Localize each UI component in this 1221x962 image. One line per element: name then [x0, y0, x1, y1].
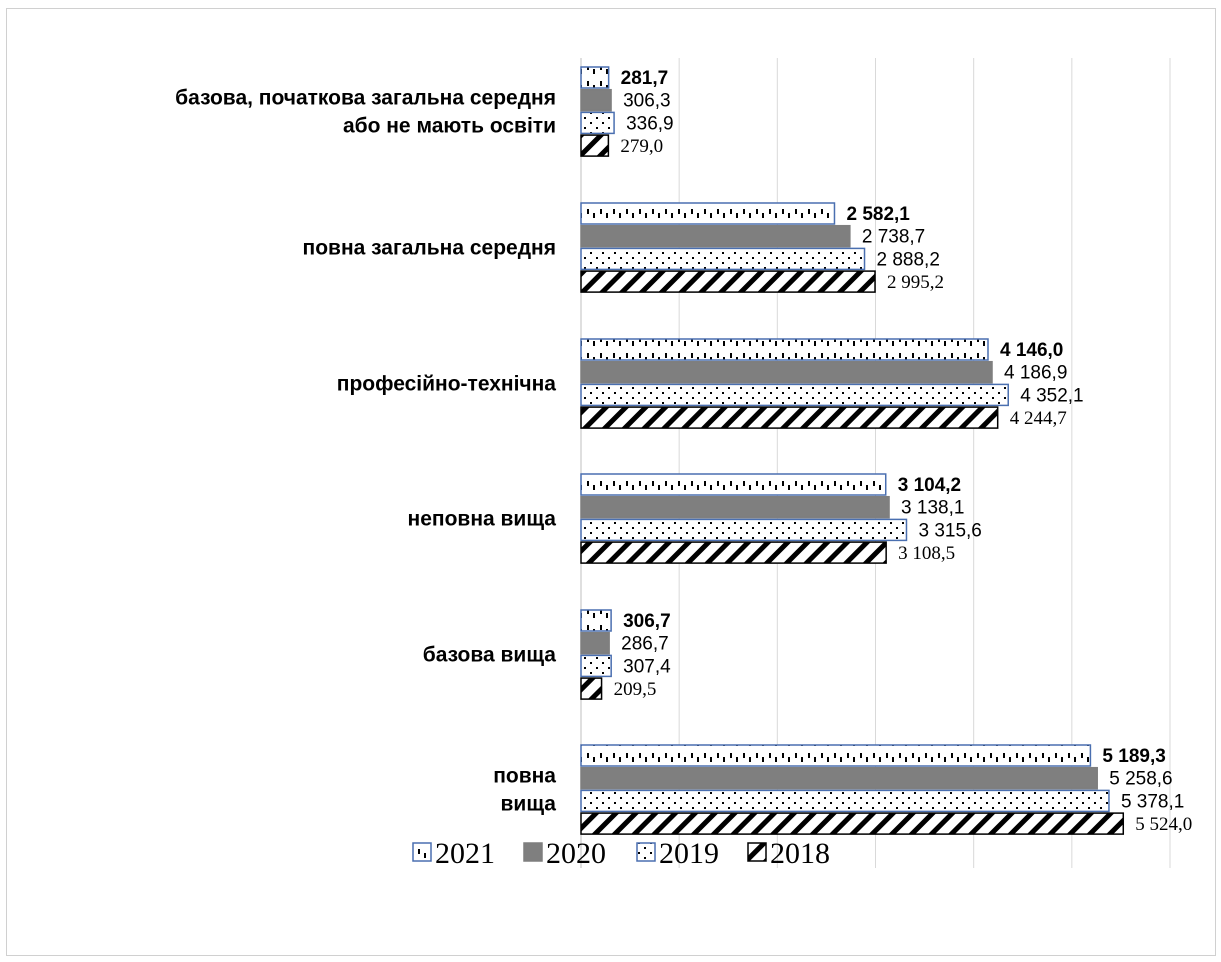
data-label-2021: 3 104,2: [898, 475, 961, 496]
data-label-2020: 286,7: [621, 634, 669, 655]
legend-swatch-2018: [747, 842, 767, 862]
bar-2021: [580, 744, 1092, 767]
category-label: неповна вища: [408, 508, 557, 531]
data-label-2020: 306,3: [623, 91, 671, 112]
bar-2020: [580, 224, 851, 248]
legend-label-2019: 2019: [659, 837, 719, 870]
data-label-2019: 4 352,1: [1020, 385, 1083, 406]
bar-2018: [580, 541, 887, 564]
data-label-2019: 2 888,2: [877, 249, 940, 270]
legend-swatch-2021: [412, 842, 432, 862]
bar-2021: [580, 338, 989, 361]
data-label-2018: 4 244,7: [1010, 408, 1067, 429]
bar-2020: [580, 631, 610, 655]
data-label-2019: 307,4: [623, 656, 671, 677]
bar-2021: [580, 66, 610, 89]
category-label: вища: [501, 793, 557, 816]
data-label-2021: 281,7: [621, 68, 669, 89]
bar-2018: [580, 677, 603, 700]
data-label-2020: 4 186,9: [1004, 363, 1067, 384]
bar-2020: [580, 360, 993, 384]
category-labels: базова, початкова загальна середня або не…: [175, 87, 556, 816]
data-label-2020: 2 738,7: [862, 227, 925, 248]
data-label-2020: 3 138,1: [901, 498, 964, 519]
data-label-2021: 5 189,3: [1102, 746, 1165, 767]
legend-swatch-2019: [636, 842, 656, 862]
bar-2020: [580, 88, 612, 112]
legend-label-2018: 2018: [770, 837, 830, 870]
bar-2018: [580, 812, 1125, 835]
data-label-2021: 4 146,0: [1000, 340, 1063, 361]
bar-2020: [580, 495, 890, 519]
bar-2018: [580, 406, 999, 429]
data-label-2018: 2 995,2: [887, 272, 944, 293]
legend-label-2021: 2021: [435, 837, 495, 870]
category-label: базова, початкова загальна середня: [175, 87, 556, 110]
data-label-2019: 336,9: [626, 113, 674, 134]
category-label: повна загальна середня: [303, 237, 556, 260]
bar-2021: [580, 202, 836, 225]
bar-2019: [580, 654, 612, 678]
bar-2018: [580, 270, 876, 293]
bars: [580, 66, 1125, 835]
category-label: повна: [493, 765, 556, 788]
bar-2019: [580, 111, 615, 135]
data-labels: 281,7 2 582,1 4 146,0 3 104,2 306,7 5 189,3 30…: [614, 68, 1193, 835]
bar-2021: [580, 473, 887, 496]
bar-2019: [580, 247, 866, 271]
bar-2019: [580, 789, 1110, 813]
bar-2020: [580, 766, 1098, 790]
data-label-2021: 306,7: [623, 611, 671, 632]
legend-label-2020: 2020: [546, 837, 606, 870]
category-label: або не мають освіти: [343, 115, 556, 138]
data-label-2018: 209,5: [614, 679, 657, 700]
bar-2018: [580, 134, 610, 157]
data-label-2021: 2 582,1: [846, 204, 910, 225]
legend-swatch-2020: [523, 842, 543, 862]
bar-2019: [580, 518, 908, 542]
data-label-2019: 5 378,1: [1121, 791, 1184, 812]
data-label-2018: 279,0: [620, 136, 663, 157]
data-label-2018: 5 524,0: [1135, 814, 1192, 835]
category-label: базова вища: [423, 644, 557, 667]
legend: 2021 2020 2019 2018: [412, 837, 830, 870]
grid-lines: [580, 58, 1171, 868]
category-label: професійно-технічна: [337, 373, 557, 396]
bar-2019: [580, 383, 1009, 407]
bar-2021: [580, 609, 612, 632]
data-label-2020: 5 258,6: [1109, 769, 1172, 790]
data-label-2019: 3 315,6: [918, 520, 981, 541]
data-label-2018: 3 108,5: [898, 543, 955, 564]
